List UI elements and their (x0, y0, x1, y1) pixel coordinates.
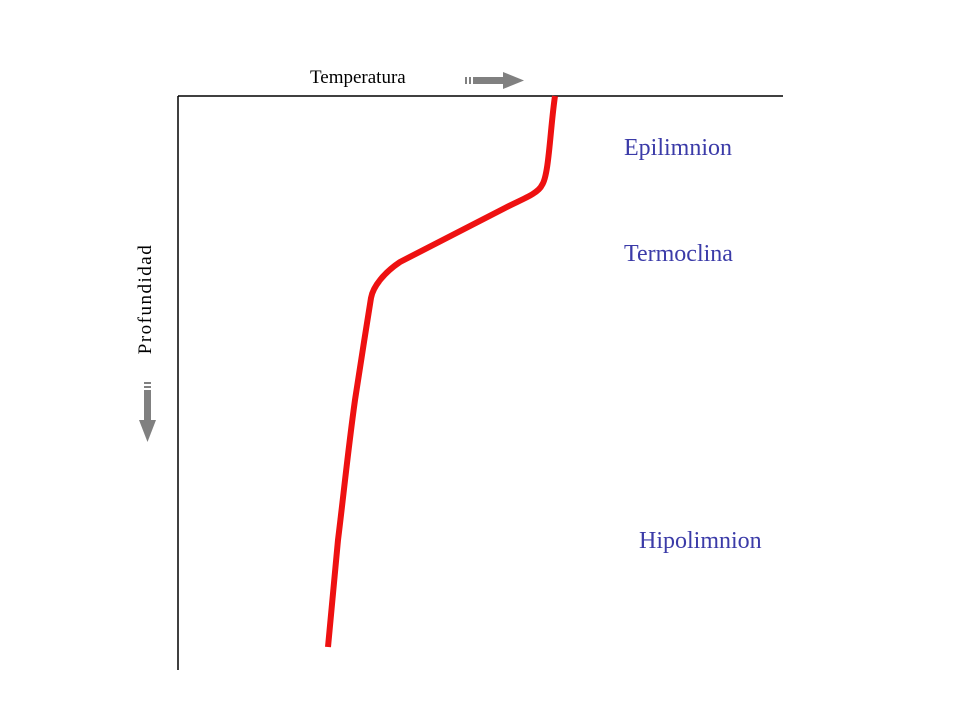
depth-axis-label: Profundidad (135, 243, 156, 355)
hypolimnion-label: Hipolimnion (639, 528, 762, 554)
temperature-axis-label: Temperatura (310, 67, 406, 88)
arrow-down-icon (139, 382, 156, 442)
thermocline-label: Termoclina (624, 241, 733, 267)
arrow-right-icon (465, 72, 524, 89)
temperature-profile-curve (325, 95, 558, 648)
epilimnion-label: Epilimnion (624, 135, 732, 161)
